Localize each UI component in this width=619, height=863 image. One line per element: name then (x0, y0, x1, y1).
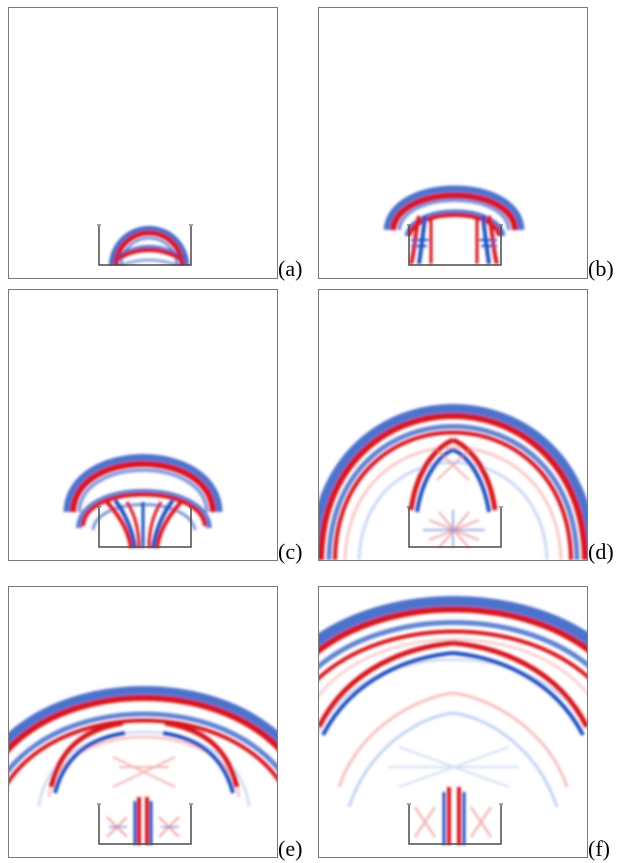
panel-label-b: (b) (588, 256, 614, 281)
panel-label-d: (d) (588, 539, 614, 564)
wavefield-plot-c (63, 454, 223, 549)
wavefield-plot-d (319, 404, 587, 560)
wavefield-plot-f (319, 596, 587, 845)
wavefield-plot-e (9, 686, 277, 845)
panel-label-f: (f) (588, 836, 610, 861)
panel-b (318, 7, 588, 279)
panel-e (8, 586, 278, 858)
panel-d (318, 289, 588, 561)
panel-label-e: (e) (278, 836, 303, 861)
panel-c (8, 289, 278, 561)
wavefield-plot-b (383, 185, 525, 266)
panel-a (8, 7, 278, 279)
cavity-walls-a (98, 226, 192, 266)
wavefield-plot-a (97, 224, 193, 266)
panel-label-a: (a) (278, 256, 303, 281)
panel-label-c: (c) (278, 539, 303, 564)
panel-f (318, 586, 588, 858)
